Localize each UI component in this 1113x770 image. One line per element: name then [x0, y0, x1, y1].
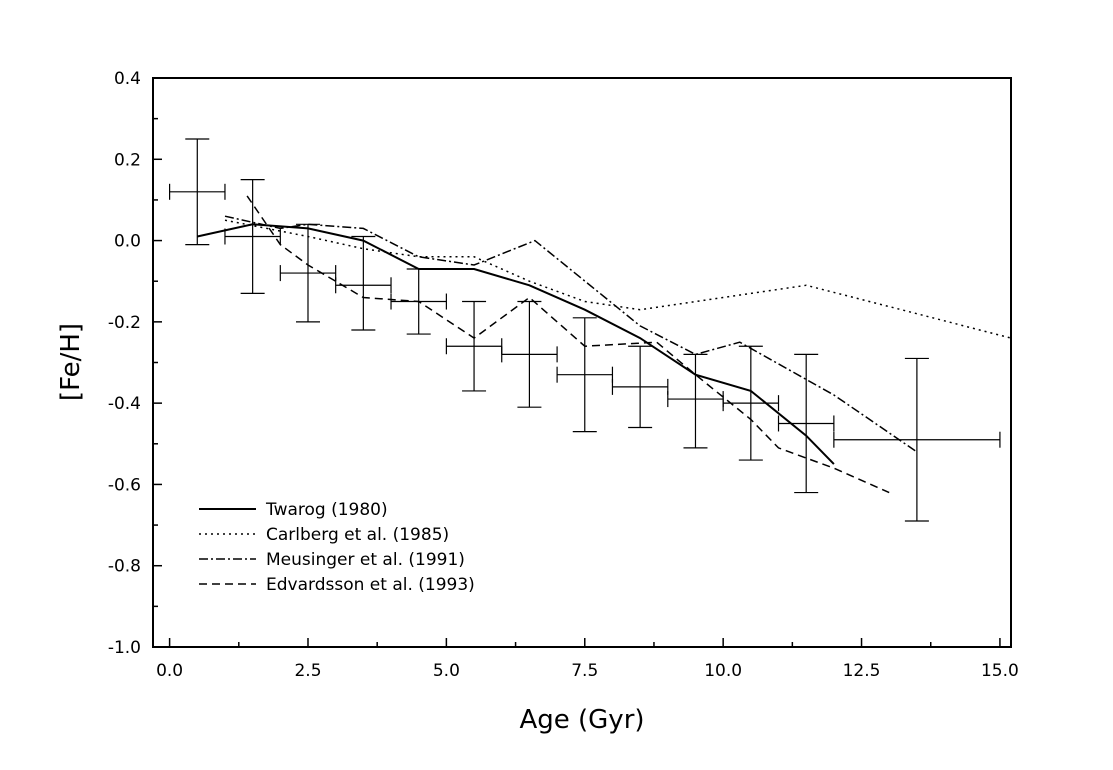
error-point [279, 223, 337, 323]
y-tick-label: 0.4 [114, 69, 141, 89]
error-point [833, 357, 1001, 522]
x-tick-label: 5.0 [433, 661, 460, 681]
legend: Twarog (1980) Carlberg et al. (1985) Meusi… [199, 500, 475, 595]
series-line-twarog [197, 223, 835, 465]
x-tick-label: 0.0 [156, 661, 183, 681]
series-lines [197, 195, 1011, 494]
series-line-meusinger [224, 215, 918, 453]
x-axis-title: Age (Gyr) [519, 705, 644, 735]
error-point [667, 353, 724, 449]
x-tick-label: 7.5 [571, 661, 598, 681]
error-point [169, 138, 226, 246]
x-tick-label: 2.5 [294, 661, 321, 681]
y-tick-label: 0.2 [114, 150, 141, 170]
error-point [556, 317, 614, 433]
error-point [335, 235, 392, 331]
y-tick-label: -0.8 [108, 557, 141, 577]
y-axis-title: [Fe/H] [56, 323, 86, 401]
y-tick-label: 0.0 [114, 232, 141, 252]
y-tick-label: -0.2 [108, 313, 141, 333]
legend-label: Twarog (1980) [265, 500, 388, 520]
series-line-carlberg [224, 219, 1011, 339]
x-tick-label: 12.5 [843, 661, 881, 681]
legend-label: Carlberg et al. (1985) [266, 525, 449, 545]
x-tick-label: 15.0 [981, 661, 1019, 681]
y-tick-label: -1.0 [108, 638, 141, 658]
error-point [501, 300, 558, 408]
y-tick-label: -0.6 [108, 475, 141, 495]
series-line-edvardsson [246, 195, 890, 494]
error-point [224, 179, 281, 295]
x-tick-label: 10.0 [704, 661, 742, 681]
x-axis: 0.0 2.5 5.0 7.5 10.0 12.5 15.0 [156, 638, 1019, 681]
error-point [722, 345, 780, 461]
legend-label: Meusinger et al. (1991) [266, 550, 465, 570]
error-bars [169, 138, 1001, 522]
y-axis: 0.4 0.2 0.0 -0.2 -0.4 -0.6 -0.8 -1.0 [108, 69, 162, 658]
y-tick-label: -0.4 [108, 394, 141, 414]
error-point [611, 345, 669, 429]
error-point [777, 353, 835, 494]
legend-label: Edvardsson et al. (1993) [266, 575, 475, 595]
error-point [445, 300, 503, 392]
